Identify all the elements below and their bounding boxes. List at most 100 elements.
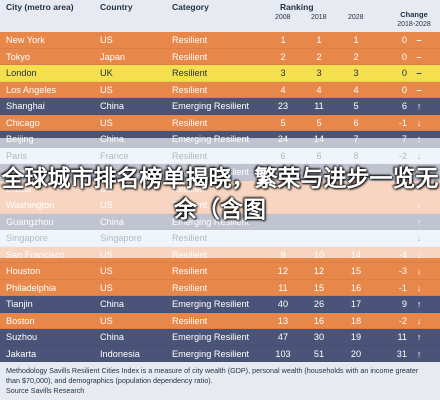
header-category: Category xyxy=(172,2,209,12)
header-city: City (metro area) xyxy=(6,2,74,12)
row-rank-2028: 17 xyxy=(350,299,362,309)
row-city: London xyxy=(6,68,37,78)
row-rank-2018: 26 xyxy=(313,299,325,309)
row-trend-icon: – xyxy=(416,84,422,95)
row-city: Tokyo xyxy=(6,51,30,62)
row-trend-icon: ↑ xyxy=(416,101,422,111)
row-change: 11 xyxy=(397,332,407,342)
row-change: 31 xyxy=(396,348,407,359)
row-category: Emerging Resilient xyxy=(172,332,250,342)
row-rank-2008: 23 xyxy=(277,101,289,111)
table-row: Shanghai China Emerging Resilient 23 11 5 6 ↑ xyxy=(0,98,440,115)
row-change: 0 xyxy=(401,84,407,95)
row-rank-2008: 12 xyxy=(277,266,289,276)
table-row: Tianjin China Emerging Resilient 40 26 17 9 ↑ xyxy=(0,296,440,313)
row-rank-2008: 11 xyxy=(278,282,288,293)
table-row: Suzhou China Emerging Resilient 47 30 19 11 ↑ xyxy=(0,329,440,346)
header-change-line2: 2018-2028 xyxy=(397,21,431,28)
row-rank-2028: 3 xyxy=(353,68,359,78)
row-city: Houston xyxy=(6,266,41,276)
table-row: Chicago US Resilient 5 5 6 -1 ↓ xyxy=(0,114,440,131)
table-row: Philadelphia US Resilient 11 15 16 -1 ↓ xyxy=(0,279,440,296)
row-country: US xyxy=(100,84,113,95)
row-city: Jakarta xyxy=(6,348,37,359)
header-2008: 2008 xyxy=(275,14,291,21)
row-country: Indonesia xyxy=(100,348,140,359)
row-city: Suzhou xyxy=(6,332,38,342)
row-change: 9 xyxy=(401,299,407,309)
row-trend-icon: ↓ xyxy=(416,282,422,293)
row-rank-2028: 6 xyxy=(353,117,359,128)
row-rank-2028: 1 xyxy=(353,35,359,45)
row-category: Resilient xyxy=(172,35,208,45)
row-city: Tianjin xyxy=(6,299,33,309)
row-rank-2008: 3 xyxy=(280,68,286,78)
row-rank-2028: 5 xyxy=(353,101,359,111)
row-category: Resilient xyxy=(172,282,208,293)
row-rank-2028: 2 xyxy=(353,51,359,62)
row-category: Resilient xyxy=(172,117,208,128)
table-row: Boston US Resilient 13 16 18 -2 ↓ xyxy=(0,312,440,329)
row-rank-2018: 3 xyxy=(316,68,322,78)
row-change: -3 xyxy=(398,266,407,276)
row-category: Resilient xyxy=(172,84,208,95)
row-rank-2018: 5 xyxy=(316,117,322,128)
row-country: Japan xyxy=(100,51,126,62)
row-country: UK xyxy=(100,68,113,78)
row-rank-2018: 2 xyxy=(316,51,322,62)
row-category: Resilient xyxy=(172,51,208,62)
row-rank-2018: 30 xyxy=(313,332,325,342)
row-rank-2028: 15 xyxy=(350,266,362,276)
row-city: Philadelphia xyxy=(6,282,57,293)
row-country: US xyxy=(100,35,113,45)
row-category: Resilient xyxy=(172,266,208,276)
row-rank-2008: 1 xyxy=(280,35,286,45)
row-trend-icon: ↓ xyxy=(416,266,422,276)
row-trend-icon: ↓ xyxy=(416,315,422,326)
table-header: City (metro area) Country Category Ranki… xyxy=(0,0,440,32)
row-rank-2008: 13 xyxy=(277,315,289,326)
table-row: Los Angeles US Resilient 4 4 4 0– xyxy=(0,81,440,98)
row-rank-2008: 4 xyxy=(280,84,286,95)
row-rank-2028: 16 xyxy=(350,282,362,293)
row-trend-icon: ↑ xyxy=(416,299,422,309)
row-rank-2028: 18 xyxy=(350,315,362,326)
row-country: China xyxy=(100,299,125,309)
header-2018: 2018 xyxy=(311,14,327,21)
row-trend-icon: ↑ xyxy=(416,332,422,342)
row-category: Emerging Resilient xyxy=(172,348,250,359)
row-change: -1 xyxy=(398,117,407,128)
row-rank-2018: 1 xyxy=(316,35,322,45)
header-country: Country xyxy=(100,2,133,12)
row-change: 0 xyxy=(401,68,407,78)
row-rank-2018: 16 xyxy=(313,315,325,326)
source-note: Source Savills Research xyxy=(6,386,85,395)
row-change: 0 xyxy=(401,51,407,62)
row-city: Boston xyxy=(6,315,35,326)
headline-banner: 全球城市排名榜单揭晓，繁荣与进步一览无余（含图 xyxy=(1,166,439,223)
row-trend-icon: ↓ xyxy=(416,117,422,128)
table-row: Houston US Resilient 12 12 15 -3 ↓ xyxy=(0,263,440,280)
row-trend-icon: – xyxy=(416,51,422,62)
header-change: Change 2018-2028 xyxy=(392,10,436,29)
table-row: Jakarta Indonesia Emerging Resilient 103 51 2… xyxy=(0,345,440,362)
row-country: US xyxy=(100,315,113,326)
row-rank-2008: 103 xyxy=(275,348,291,359)
row-country: US xyxy=(100,117,113,128)
row-category: Resilient xyxy=(172,315,208,326)
row-rank-2028: 20 xyxy=(350,348,362,359)
row-change: 6 xyxy=(401,101,407,111)
row-change: 0 xyxy=(401,35,407,45)
header-change-line1: Change xyxy=(400,10,428,19)
row-rank-2018: 51 xyxy=(313,348,325,359)
row-change: -1 xyxy=(398,282,407,293)
row-country: China xyxy=(100,332,125,342)
row-trend-icon: – xyxy=(416,68,422,78)
row-rank-2008: 47 xyxy=(277,332,289,342)
row-rank-2018: 12 xyxy=(313,266,325,276)
methodology-note: Methodology Savills Resilient Cities Ind… xyxy=(6,366,419,385)
table-row: London UK Resilient 3 3 3 0– xyxy=(0,65,440,82)
table-footer: Methodology Savills Resilient Cities Ind… xyxy=(0,362,440,400)
row-category: Emerging Resilient xyxy=(172,101,250,111)
